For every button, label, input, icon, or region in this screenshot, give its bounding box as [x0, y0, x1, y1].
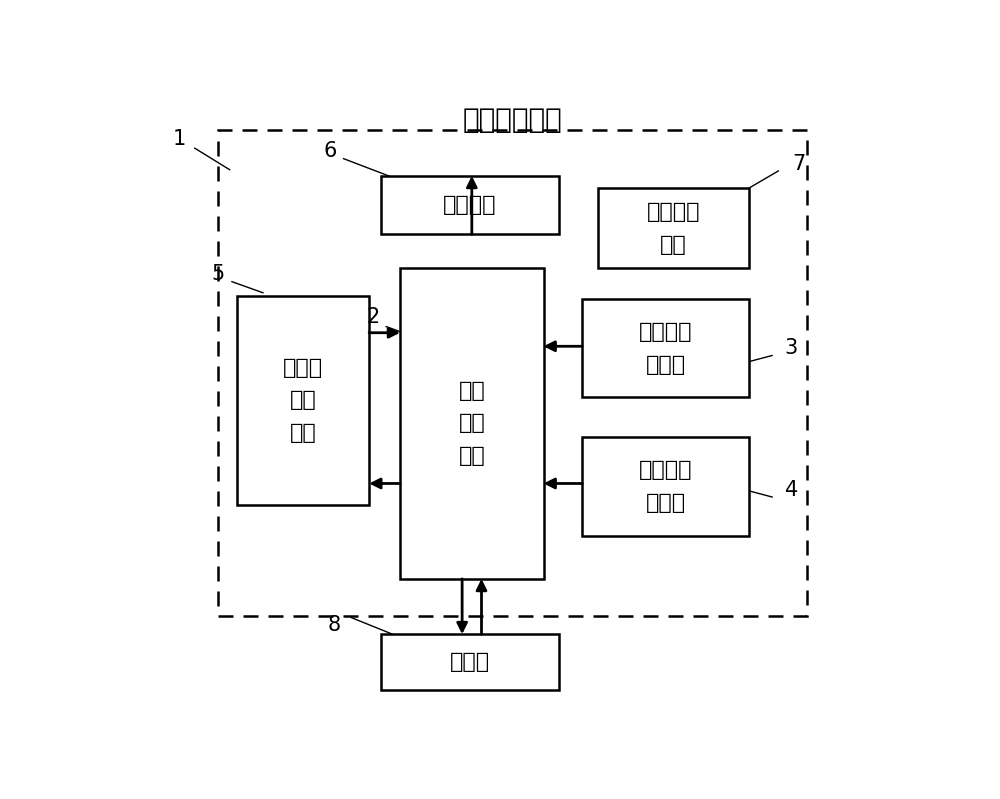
Text: 负　载: 负 载: [450, 652, 490, 672]
Text: 1: 1: [173, 129, 186, 149]
Text: 3: 3: [785, 338, 798, 358]
Text: 7: 7: [793, 153, 806, 173]
Text: 氢气供应
子系统: 氢气供应 子系统: [639, 322, 692, 375]
Text: 6: 6: [324, 141, 337, 161]
Text: 2: 2: [366, 308, 380, 328]
Text: 4: 4: [785, 479, 798, 499]
Bar: [381, 176, 559, 234]
Bar: [582, 437, 749, 536]
Text: 燃料电池系统: 燃料电池系统: [463, 106, 562, 134]
Text: 空气供应
子系统: 空气供应 子系统: [639, 460, 692, 513]
Text: 辅助控制
系统: 辅助控制 系统: [647, 202, 700, 255]
Bar: [237, 296, 369, 505]
Bar: [381, 634, 559, 690]
Bar: [582, 299, 749, 397]
Bar: [218, 129, 807, 616]
Text: 电压巡检: 电压巡检: [443, 195, 497, 215]
Text: 5: 5: [211, 264, 225, 284]
Bar: [400, 268, 544, 578]
Bar: [598, 188, 749, 268]
Text: 8: 8: [328, 615, 341, 635]
Text: 燃料
电池
电堆: 燃料 电池 电堆: [458, 380, 485, 467]
Text: 冷却液
循环
系统: 冷却液 循环 系统: [283, 358, 323, 443]
